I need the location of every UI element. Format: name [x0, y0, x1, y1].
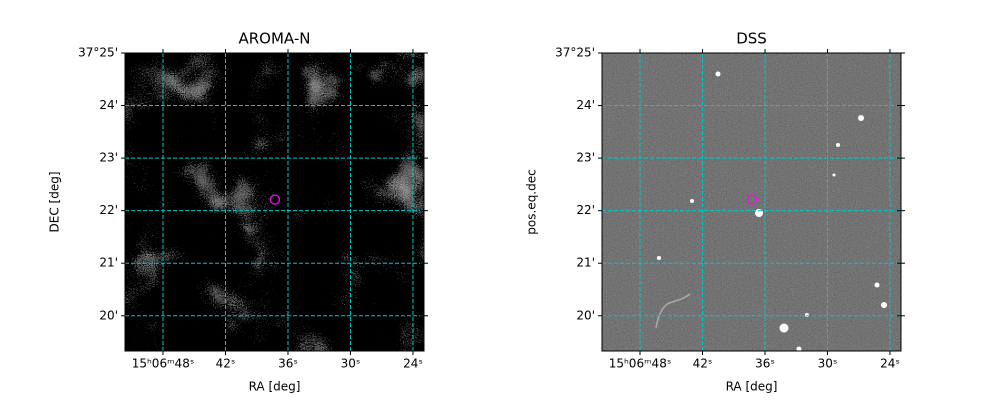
y-tick-label: 24': [99, 98, 118, 112]
chart-title: AROMA-N: [239, 30, 311, 48]
x-tick-label: 36ˢ: [278, 357, 298, 371]
y-tick-label: 21': [576, 256, 595, 270]
x-tick-label: 36ˢ: [755, 357, 775, 371]
x-tick-label: 42ˢ: [216, 357, 236, 371]
chart-title: DSS: [736, 30, 767, 48]
plot-frame: [601, 52, 902, 352]
y-tick-label: 20': [99, 308, 118, 322]
y-tick-label: 37°25': [555, 46, 595, 60]
x-axis-label: RA [deg]: [726, 380, 778, 394]
x-tick-label: 24ˢ: [403, 357, 423, 371]
y-tick-label: 21': [99, 256, 118, 270]
marker: [269, 194, 281, 205]
x-axis-label: RA [deg]: [249, 380, 301, 394]
x-tick-label: 30ˢ: [818, 357, 838, 371]
y-axis-label: pos.eq.dec: [525, 169, 539, 234]
y-axis-label: DEC [deg]: [48, 172, 62, 233]
marker: [746, 194, 758, 205]
y-tick-label: 24': [576, 98, 595, 112]
x-tick-label: 30ˢ: [341, 357, 361, 371]
plot-frame: [124, 52, 425, 352]
y-tick-label: 37°25': [78, 46, 118, 60]
x-tick-label: 15ʰ06ᵐ48ˢ: [609, 357, 672, 371]
y-tick-label: 23': [576, 151, 595, 165]
x-tick-label: 42ˢ: [693, 357, 713, 371]
y-tick-label: 22': [576, 203, 595, 217]
image-dss: [602, 53, 901, 351]
image-aroma: [125, 53, 424, 351]
y-tick-label: 20': [576, 308, 595, 322]
x-tick-label: 24ˢ: [880, 357, 900, 371]
y-tick-label: 22': [99, 203, 118, 217]
x-tick-label: 15ʰ06ᵐ48ˢ: [132, 357, 195, 371]
y-tick-label: 23': [99, 151, 118, 165]
